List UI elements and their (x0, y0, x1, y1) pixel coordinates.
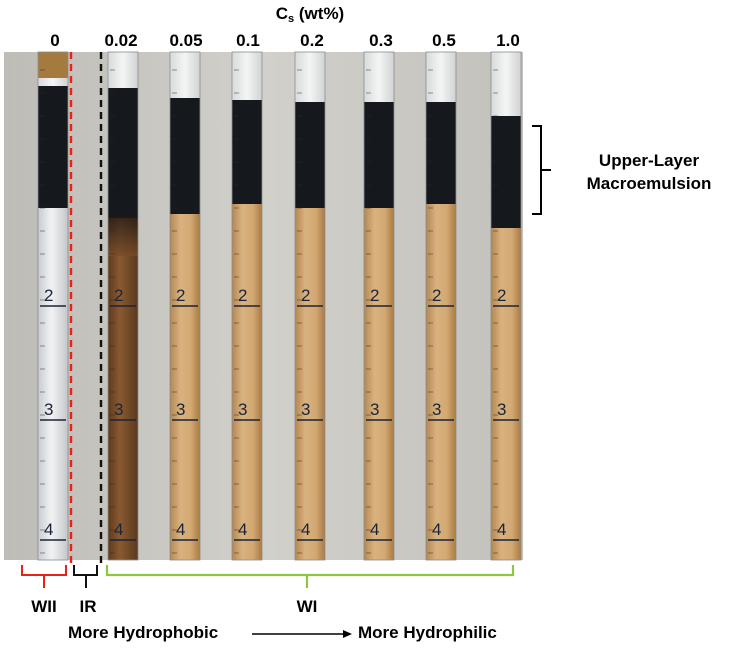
graduation-number: 2 (370, 286, 380, 305)
graduation-number: 4 (238, 520, 248, 539)
wii-bracket (21, 565, 67, 588)
test-tube-4 (231, 51, 263, 561)
lower-phase (426, 204, 456, 560)
graduation-number: 3 (114, 400, 124, 419)
test-tube-6 (363, 51, 395, 561)
graduation-number: 2 (301, 286, 311, 305)
lower-phase (364, 208, 394, 560)
conc-label-0-02: 0.02 (104, 31, 138, 50)
empty-glass (295, 52, 325, 102)
concentration-axis-title: Cs (wt%) (275, 4, 345, 25)
lower-phase (38, 208, 68, 560)
graduation-number: 2 (176, 286, 186, 305)
empty-glass (491, 52, 521, 116)
graduation-number: 3 (176, 400, 186, 419)
conc-label-0: 0 (50, 31, 60, 50)
tube-outline (294, 51, 326, 561)
tube-outline (107, 51, 139, 561)
wii-label: WII (31, 597, 57, 616)
graduation-number: 3 (497, 400, 507, 419)
lower-phase (232, 204, 262, 560)
tube-outline (490, 51, 522, 561)
lower-phase (295, 208, 325, 560)
graduation-number: 2 (497, 286, 507, 305)
oil-layer (38, 86, 68, 208)
graduation-number: 4 (114, 520, 124, 539)
graduation-number: 3 (432, 400, 442, 419)
graduation-number: 4 (370, 520, 380, 539)
graduation-number: 2 (114, 286, 124, 305)
test-tube-5 (294, 51, 326, 561)
oil-layer (491, 116, 521, 228)
more-hydrophobic-label: More Hydrophobic (68, 623, 219, 642)
oil-layer (232, 100, 262, 204)
lower-phase (170, 214, 200, 560)
graduation-number: 4 (176, 520, 186, 539)
empty-glass (426, 52, 456, 102)
graduation-number: 3 (301, 400, 311, 419)
graduation-number: 4 (497, 520, 507, 539)
graduation-number: 3 (44, 400, 54, 419)
test-tube-8 (490, 51, 522, 561)
test-tube-2 (107, 51, 139, 561)
macroemulsion-bracket (532, 125, 551, 215)
tube-outline (37, 51, 69, 561)
oil-layer (426, 102, 456, 204)
oil-layer (170, 98, 200, 214)
test-tube-1 (37, 51, 69, 561)
conc-label-0-3: 0.3 (369, 31, 393, 50)
graduation-number: 4 (301, 520, 311, 539)
lower-phase (108, 218, 138, 560)
lower-phase (491, 228, 521, 560)
upper-layer-macroemulsion-label: Upper-Layer Macroemulsion (586, 151, 712, 193)
conc-label-0-5: 0.5 (432, 31, 456, 50)
empty-glass (170, 52, 200, 98)
graduation-number: 4 (44, 520, 54, 539)
graduation-number: 2 (238, 286, 248, 305)
ir-bracket (73, 565, 98, 588)
tube-outline (231, 51, 263, 561)
more-hydrophilic-label: More Hydrophilic (358, 623, 497, 642)
oil-layer (295, 102, 325, 208)
conc-label-0-2: 0.2 (300, 31, 324, 50)
wi-label: WI (296, 597, 318, 616)
oil-layer (364, 102, 394, 208)
tube-cap-residue (38, 52, 68, 78)
empty-glass (232, 52, 262, 100)
graduation-number: 3 (238, 400, 248, 419)
interface-gradient (108, 216, 138, 256)
graduation-number: 2 (44, 286, 54, 305)
tube-outline (169, 51, 201, 561)
oil-layer (108, 88, 138, 218)
conc-label-0-1: 0.1 (236, 31, 260, 50)
graduation-number: 4 (432, 520, 442, 539)
graduation-number: 2 (432, 286, 442, 305)
conc-label-0-05: 0.05 (169, 31, 203, 50)
tube-outline (363, 51, 395, 561)
trend-arrow (252, 630, 352, 638)
test-tube-7 (425, 51, 457, 561)
wi-bracket (105, 565, 515, 588)
tube-outline (425, 51, 457, 561)
conc-label-1-0: 1.0 (496, 31, 520, 50)
empty-glass (364, 52, 394, 102)
test-tube-3 (169, 51, 201, 561)
graduation-number: 3 (370, 400, 380, 419)
ir-label: IR (79, 597, 97, 616)
